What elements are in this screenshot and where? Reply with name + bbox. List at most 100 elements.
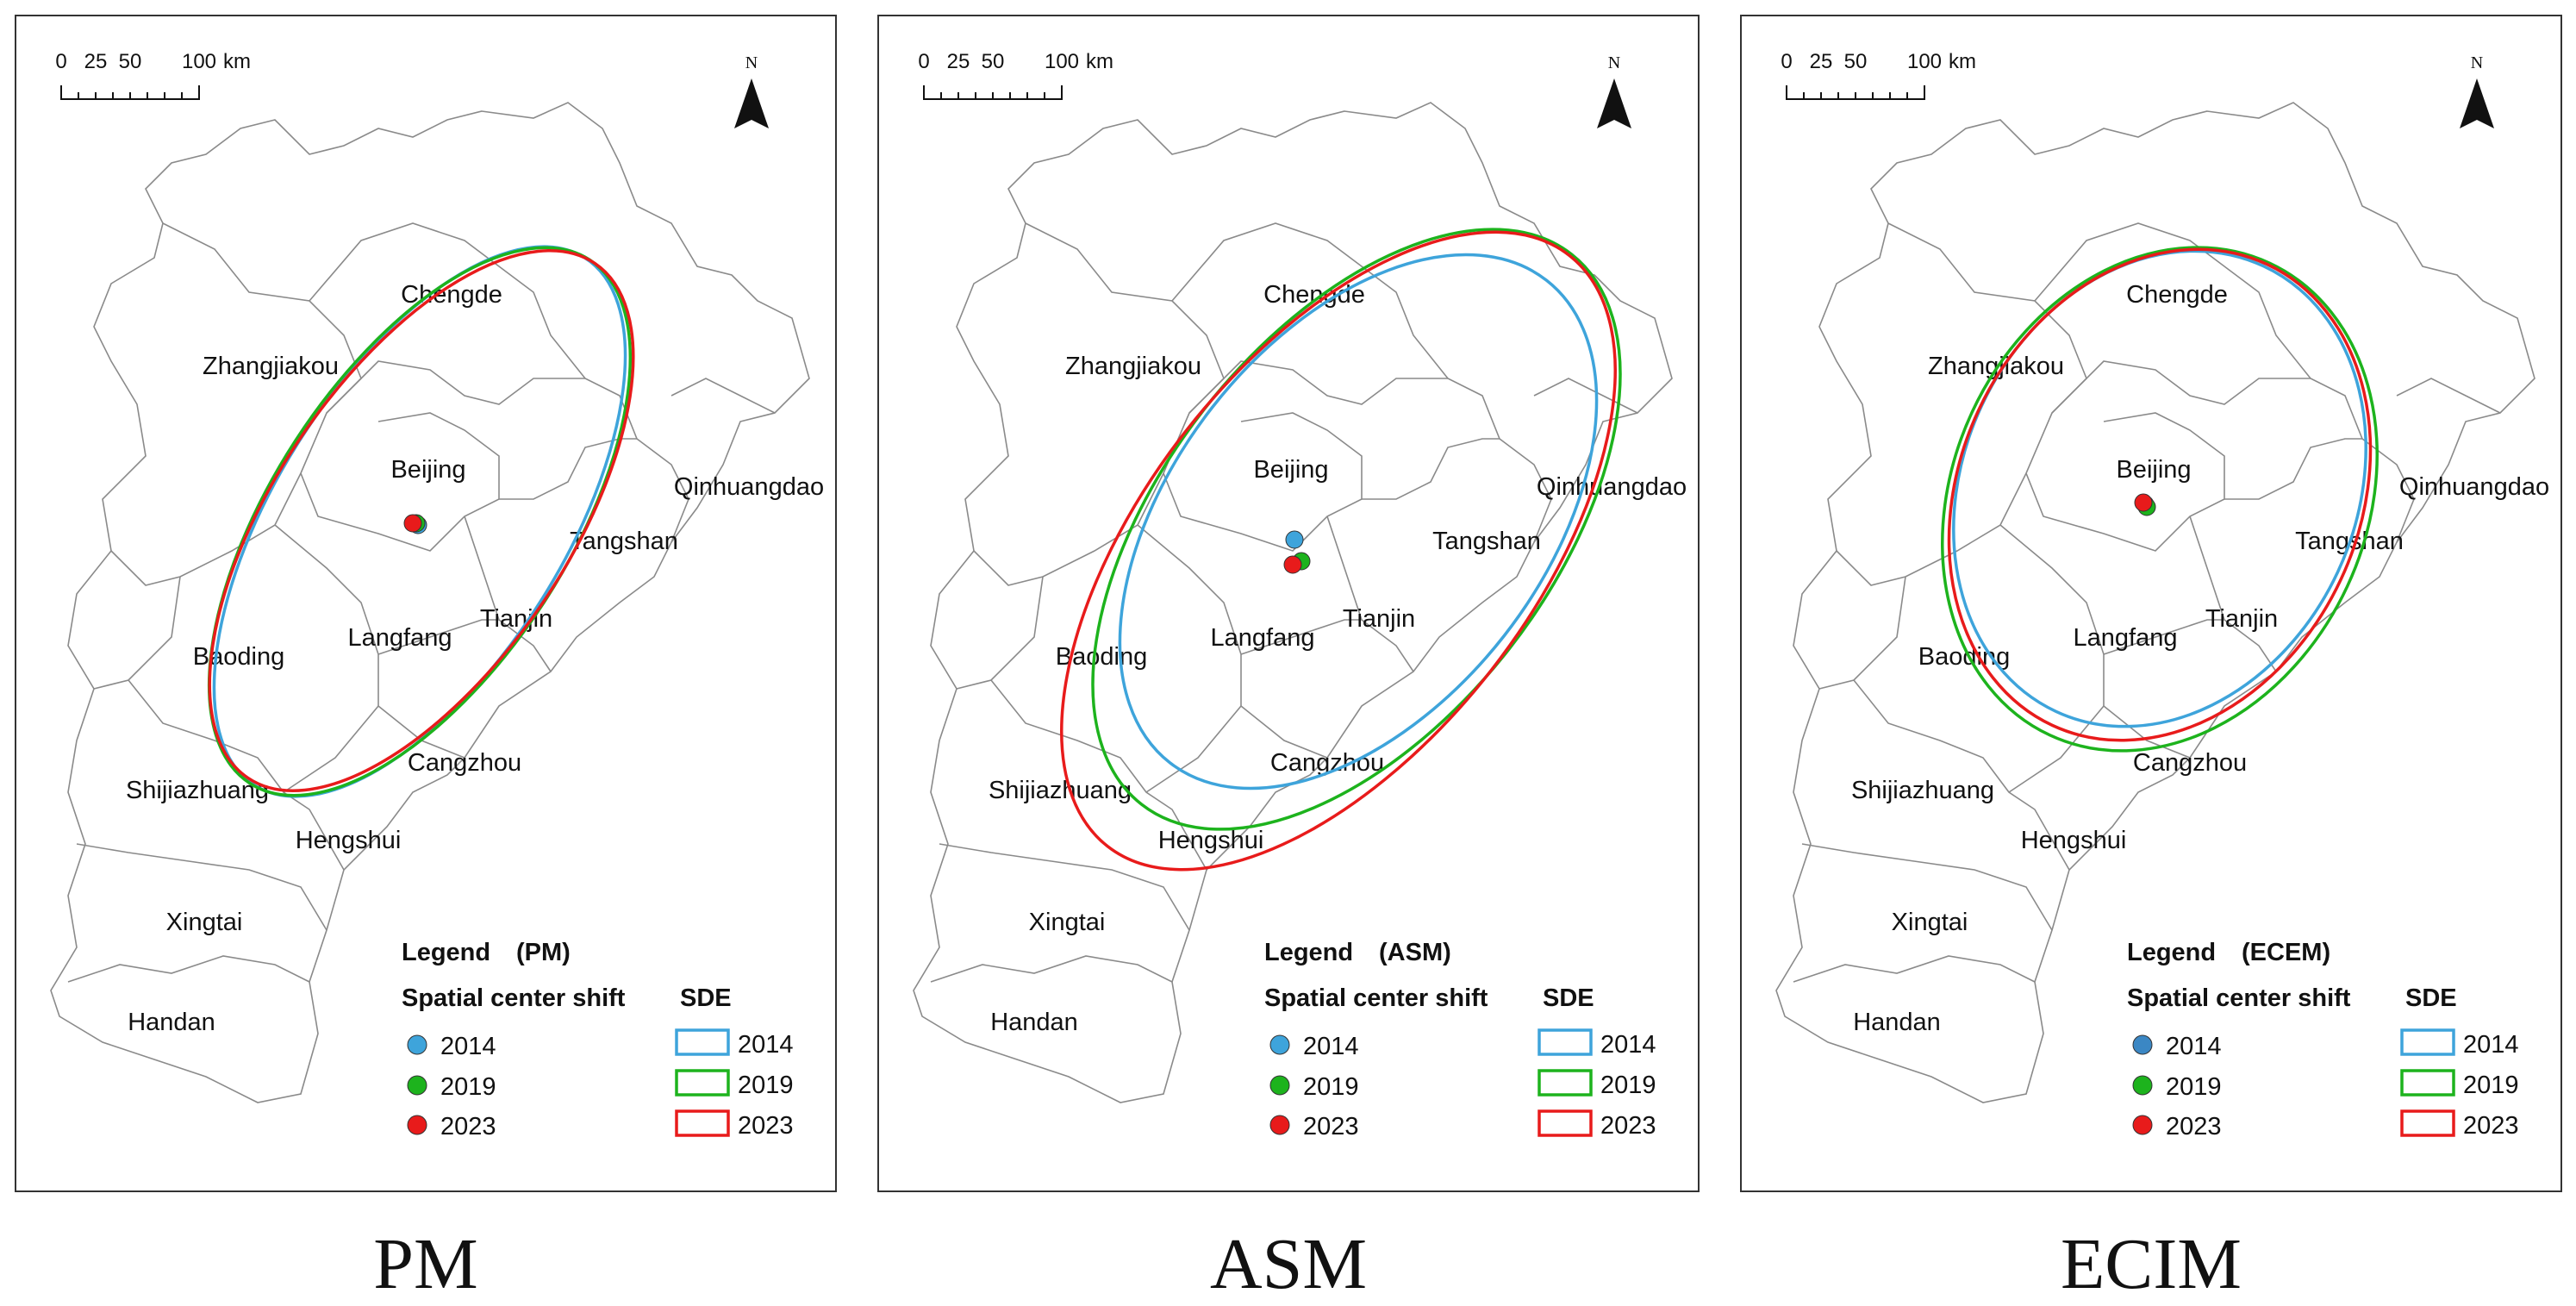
legend-sde-swatch-2023 [2400,1109,2455,1137]
scale-label-100: 100 [1045,50,1079,73]
province-boundaries [50,102,810,1103]
city-label-hengshui: Hengshui [296,827,402,854]
spatial-centers [1283,530,1311,574]
legend-point-2014 [1269,1034,1290,1055]
legend: Legend (ASM) Spatial center shift SDE 20… [1264,939,1656,1140]
legend-point-label-2023: 2023 [1303,1113,1359,1140]
map-panel-asm: Chengde Zhangjiakou Beijing Qinhuangdao … [877,15,1700,1192]
city-label-cangzhou: Cangzhou [2133,749,2247,777]
sde-ellipses [1941,246,2379,753]
legend-point-2014 [2132,1034,2153,1055]
map-panel-ecim: Chengde Zhangjiakou Beijing Qinhuangdao … [1740,15,2562,1192]
province-boundaries [1775,102,2535,1103]
city-label-zhangjiakou: Zhangjiakou [1065,353,1201,380]
legend-sde-label-2019: 2019 [738,1072,794,1099]
city-label-cangzhou: Cangzhou [408,749,521,777]
legend-center-heading: Spatial center shift [1264,984,1488,1012]
legend-center-heading: Spatial center shift [2127,984,2351,1012]
city-labels: Chengde Zhangjiakou Beijing Qinhuangdao … [126,281,824,1036]
panel-caption-pm: PM [373,1224,478,1304]
scale-bar: 0 25 50 100 km [55,50,251,100]
legend-sde-label-2014: 2014 [2463,1031,2519,1059]
north-arrow-icon [734,78,769,128]
scale-label-100: 100 [1907,50,1942,73]
legend-point-2019 [1269,1075,1290,1096]
north-label: N [2471,53,2483,72]
city-labels: Chengde Zhangjiakou Beijing Qinhuangdao … [1851,281,2549,1036]
scale-label-50: 50 [1844,50,1868,73]
spatial-centers [2134,493,2156,516]
scale-unit: km [223,50,251,73]
city-label-tianjin: Tianjin [1343,605,1415,633]
map-canvas: Chengde Zhangjiakou Beijing Qinhuangdao … [913,50,1687,1140]
north-label: N [745,53,758,72]
north-arrow-icon [2460,78,2494,128]
scale-label-50: 50 [119,50,142,73]
scale-bar: 0 25 50 100 km [1781,50,1976,100]
city-label-beijing: Beijing [2116,456,2191,484]
city-label-tangshan: Tangshan [1432,528,1541,555]
legend-sde-label-2023: 2023 [2463,1112,2519,1140]
city-label-langfang: Langfang [348,624,452,652]
legend-point-label-2023: 2023 [2166,1113,2222,1140]
legend-point-label-2023: 2023 [440,1113,496,1140]
north-arrow: N [734,53,769,128]
city-label-shijiazhuang: Shijiazhuang [989,777,1132,804]
center-point-2023 [2134,493,2153,512]
legend-sde-label-2019: 2019 [1600,1072,1656,1099]
legend-sde-label-2019: 2019 [2463,1072,2519,1099]
legend-point-2023 [1269,1115,1290,1135]
panel-caption-ecim: ECIM [2061,1224,2242,1304]
scale-label-25: 25 [947,50,970,73]
sde-ellipse-2023 [1947,247,2373,742]
map-canvas: Chengde Zhangjiakou Beijing Qinhuangdao … [1775,50,2549,1140]
legend-sde-swatch-2019 [2400,1069,2455,1097]
city-label-tianjin: Tianjin [2205,605,2278,633]
scale-bar: 0 25 50 100 km [918,50,1113,100]
legend-sde-swatch-2014 [675,1028,730,1056]
scale-unit: km [1949,50,1976,73]
legend-point-label-2014: 2014 [1303,1033,1359,1060]
legend-point-2023 [407,1115,427,1135]
scale-label-25: 25 [1810,50,1833,73]
legend-sde-swatch-2023 [675,1109,730,1137]
legend-title-suffix: (PM) [516,939,571,966]
legend-title: Legend [1264,939,1353,966]
map-canvas: Chengde Zhangjiakou Beijing Qinhuangdao … [50,50,824,1140]
city-label-langfang: Langfang [2074,624,2178,652]
sde-ellipse-2014 [1952,249,2367,728]
legend-title-suffix: (ASM) [1379,939,1451,966]
legend-point-label-2019: 2019 [2166,1073,2222,1101]
legend-point-2019 [2132,1075,2153,1096]
legend-sde-label-2014: 2014 [738,1031,794,1059]
legend-point-2019 [407,1075,427,1096]
city-label-xingtai: Xingtai [1892,909,1968,936]
scale-label-50: 50 [982,50,1005,73]
legend-title-suffix: (ECEM) [2242,939,2330,966]
scale-label-100: 100 [182,50,216,73]
legend-point-label-2014: 2014 [2166,1033,2222,1060]
sde-ellipse-2023 [208,249,635,792]
sde-ellipses [207,245,635,798]
scale-label-0: 0 [1781,50,1792,73]
legend-sde-swatch-2019 [1537,1069,1593,1097]
legend-sde-label-2023: 2023 [738,1112,794,1140]
north-arrow: N [2460,53,2494,128]
legend-title: Legend [2127,939,2216,966]
legend-point-label-2014: 2014 [440,1033,496,1060]
legend-sde-label-2023: 2023 [1600,1112,1656,1140]
legend-point-2014 [407,1034,427,1055]
legend: Legend (PM) Spatial center shift SDE 201… [402,939,794,1140]
city-label-qinhuangdao: Qinhuangdao [674,473,824,501]
legend-sde-swatch-2019 [675,1069,730,1097]
scale-label-0: 0 [918,50,929,73]
legend-point-label-2019: 2019 [440,1073,496,1101]
center-point-2023 [403,514,422,533]
legend-point-2023 [2132,1115,2153,1135]
legend-sde-swatch-2014 [2400,1028,2455,1056]
city-label-qinhuangdao: Qinhuangdao [2399,473,2549,501]
sde-ellipse-2014 [1118,253,1599,790]
legend-sde-label-2014: 2014 [1600,1031,1656,1059]
city-label-qinhuangdao: Qinhuangdao [1537,473,1687,501]
north-arrow-icon [1597,78,1631,128]
